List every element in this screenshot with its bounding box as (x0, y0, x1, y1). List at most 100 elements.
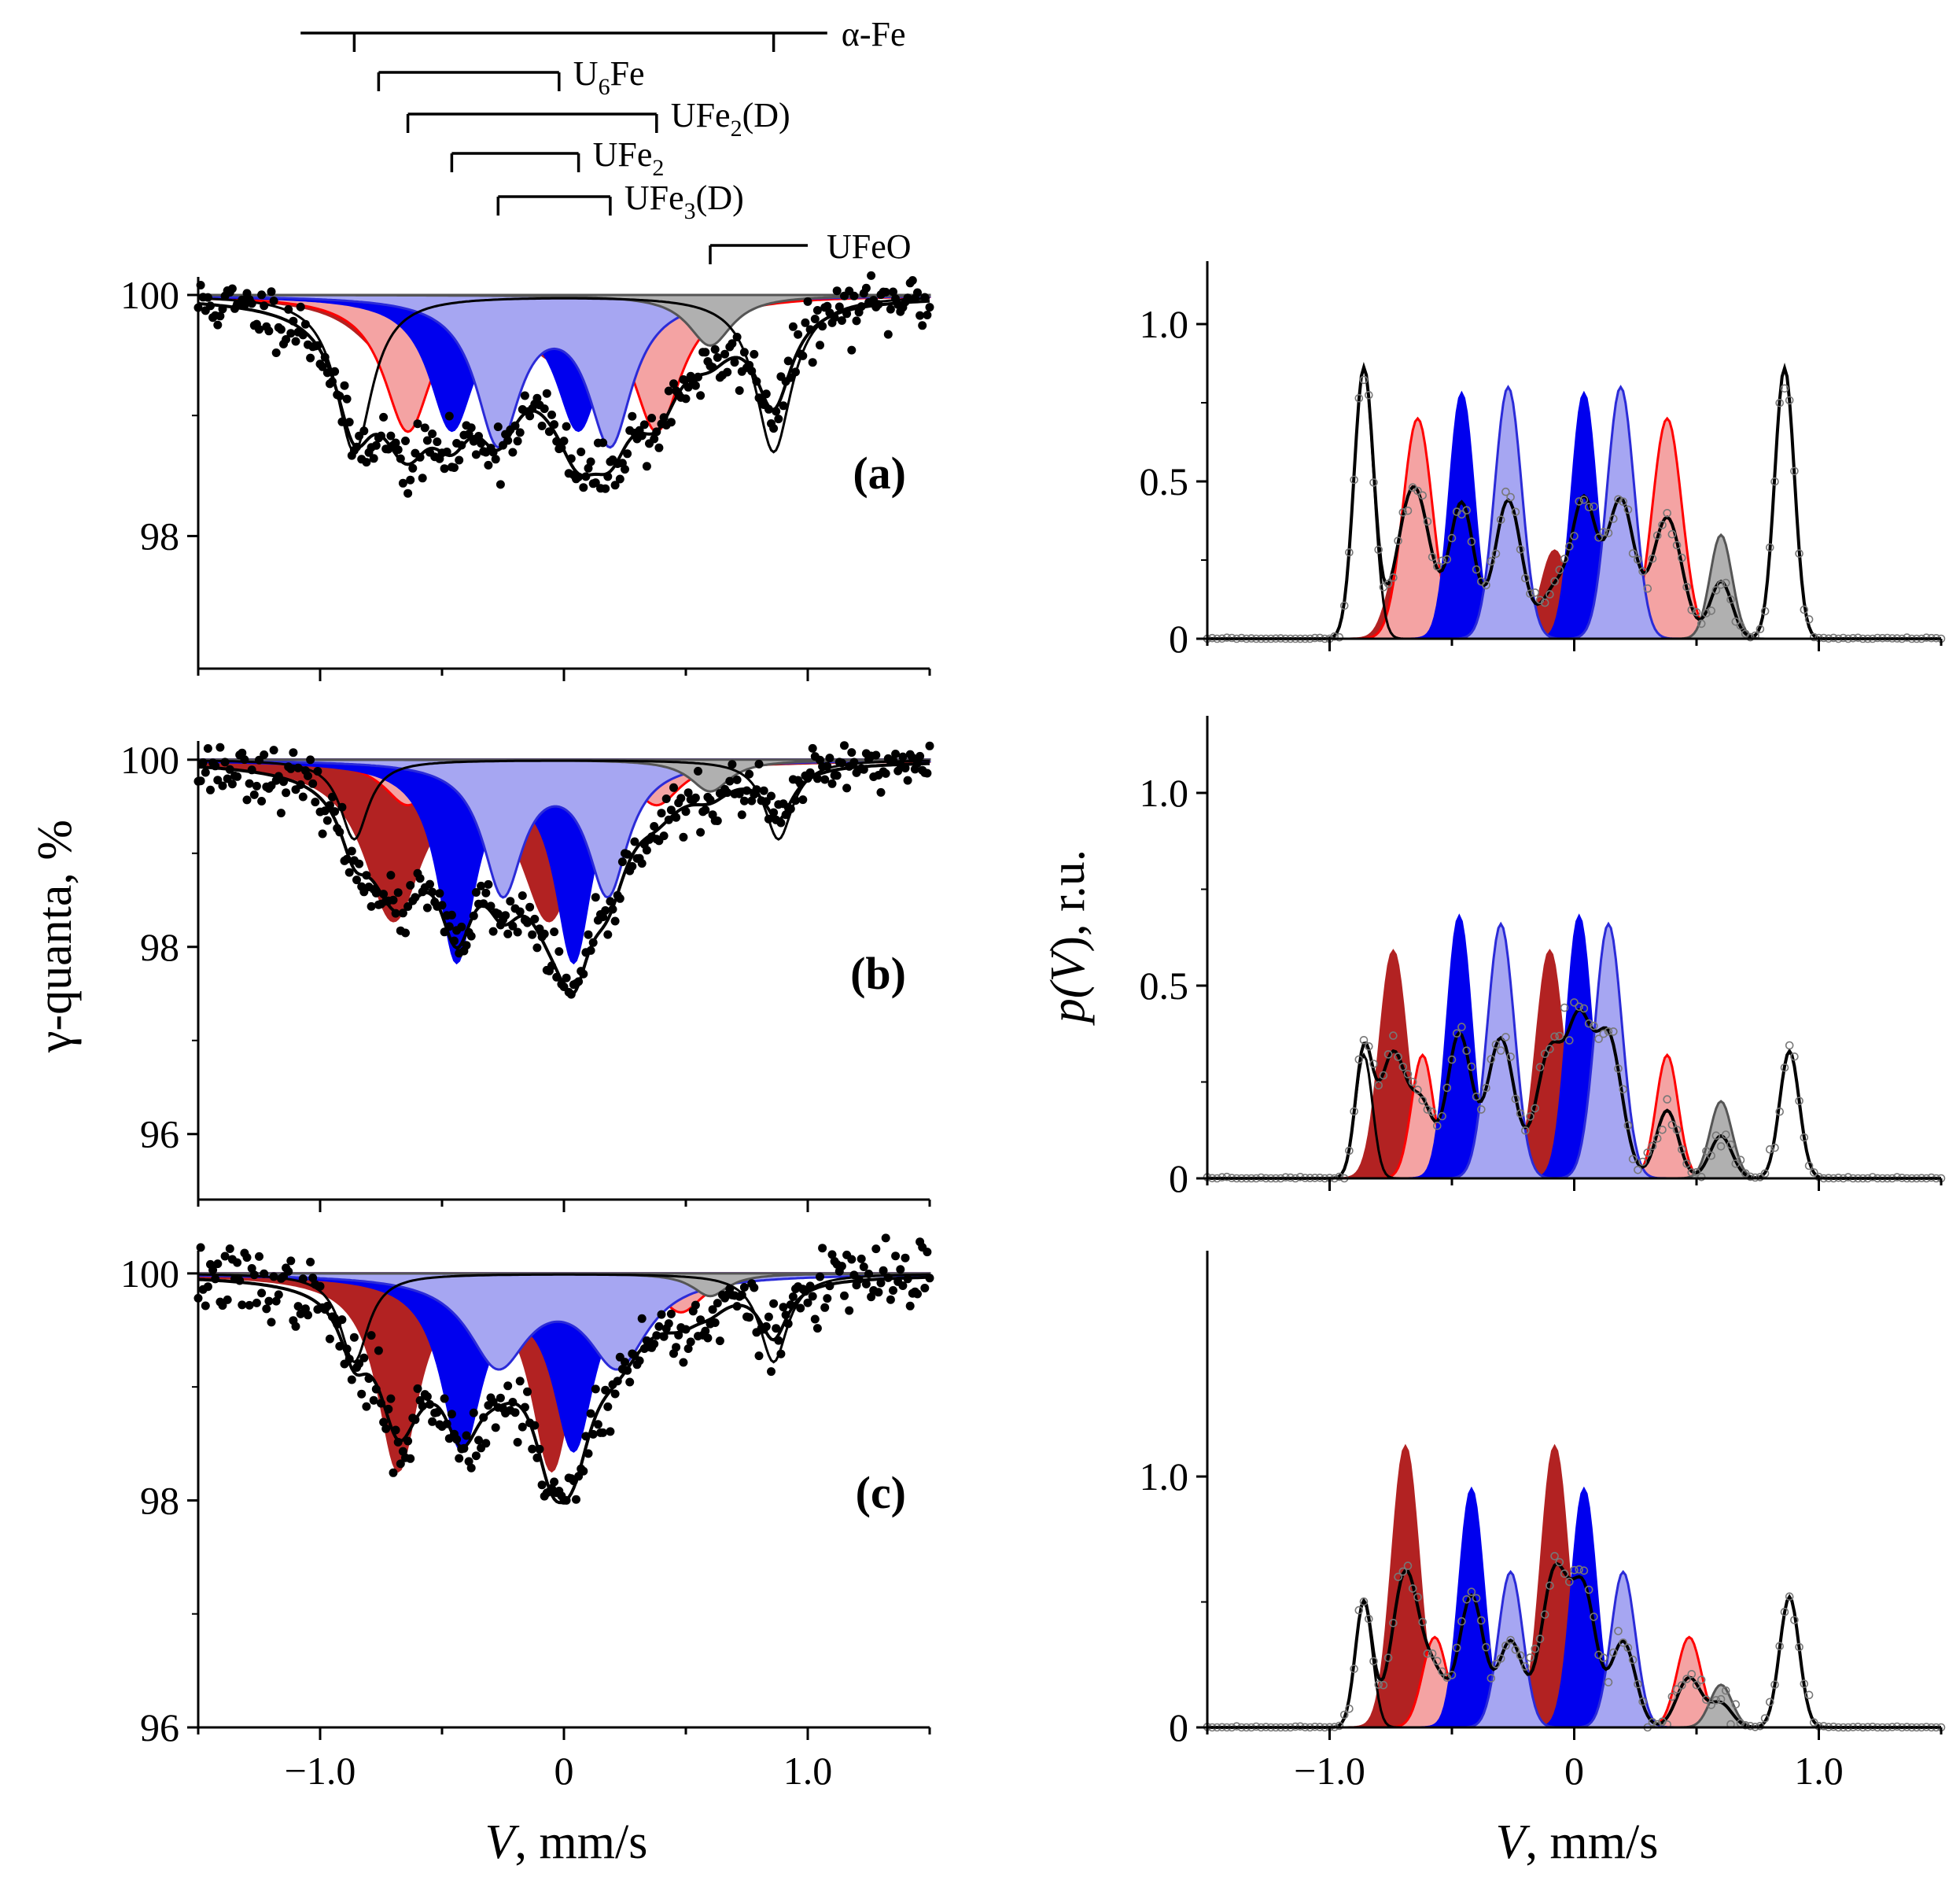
spectrum-c-data-point (530, 1421, 540, 1430)
spectrum-a-data-point (371, 441, 381, 450)
spectrum-b-data-point (871, 750, 881, 760)
distribution-a-point (1687, 606, 1697, 614)
spectrum-a-data-point (772, 407, 781, 416)
spectrum-a-data-point (440, 464, 449, 474)
distribution-b-point (1487, 1055, 1496, 1063)
spectrum-a-data-point (510, 421, 520, 430)
distribution-b-point (1599, 1029, 1608, 1038)
spectrum-b-data-point (289, 748, 298, 758)
distribution-c-x-tick-label: −1.0 (1294, 1749, 1365, 1793)
distribution-a-point (1707, 606, 1715, 615)
spectrum-b-data-point (330, 807, 340, 817)
spectrum-c-data-point (786, 1300, 795, 1310)
distribution-a-point (1628, 549, 1638, 558)
spectrum-a-data-point (227, 284, 237, 293)
spectrum-c-data-point (925, 1274, 934, 1283)
distribution-a-point (1746, 632, 1755, 642)
distribution-c-point (1345, 1705, 1354, 1713)
spectrum-c-data-point (903, 1274, 912, 1284)
distribution-c-y-tick-label: 1.0 (1140, 1454, 1189, 1498)
spectrum-b-data-point (198, 758, 208, 767)
spectrum-c-data-point (691, 1300, 700, 1310)
phase-label-main: UFeO (827, 227, 912, 266)
spectrum-b-data-point (411, 893, 420, 902)
distribution-c-point (1511, 1645, 1520, 1654)
spectrum-c-data-point (238, 1300, 247, 1310)
spectrum-a-data-point (574, 472, 584, 481)
distribution-c-point (1398, 1567, 1408, 1576)
spectrum-a-data-point (810, 315, 820, 323)
spectrum-b-data-point (913, 758, 922, 768)
spectrum-b-data-point (847, 748, 857, 758)
spectrum-b-data-point (450, 936, 459, 946)
spectrum-b-data-point (466, 931, 476, 941)
spectrum-a-data-point (488, 448, 498, 457)
spectrum-b-data-point (776, 818, 786, 828)
spectrum-c-data-point (233, 1258, 242, 1267)
spectrum-c-data-point (603, 1402, 613, 1411)
distribution-b-point (1501, 1033, 1510, 1041)
distribution-b-point (1535, 1063, 1545, 1071)
spectrum-a-data-point (666, 418, 676, 427)
distribution-b-point (1531, 1104, 1539, 1113)
spectrum-c-data-point (788, 1292, 798, 1301)
distribution-a-point (1423, 517, 1432, 526)
spectrum-a-data-point (267, 287, 276, 297)
spectrum-c-data-point (550, 1477, 559, 1487)
distribution-c-point (1423, 1649, 1432, 1658)
spectrum-b-data-point (586, 946, 595, 955)
distribution-a-point (1487, 557, 1496, 566)
spectrum-b-data-point (650, 822, 659, 831)
spectrum-c-data-point (396, 1459, 405, 1469)
spectrum-a-data-point (720, 349, 730, 359)
spectrum-c-data-point (518, 1422, 527, 1432)
distribution-b-point (1800, 1133, 1809, 1142)
spectrum-a-data-point (433, 437, 442, 447)
spectrum-b-data-point (610, 916, 620, 926)
spectrum-a-data-point (552, 437, 562, 446)
distribution-a-point (1692, 607, 1701, 617)
spectrum-c-data-point (761, 1322, 771, 1331)
distribution-a-point (1452, 507, 1461, 516)
spectrum-c-data-point (510, 1408, 520, 1417)
spectrum-b-data-point (827, 779, 837, 788)
spectrum-a-data-point (525, 411, 535, 421)
spectrum-c-data-point (913, 1289, 922, 1299)
spectrum-b-data-point (435, 889, 444, 898)
distribution-a-point (1462, 506, 1471, 515)
spectrum-c-data-point (391, 1425, 400, 1435)
spectrum-c-y-tick-label: 96 (140, 1705, 179, 1749)
spectrum-b-data-point (493, 909, 503, 919)
spectrum-c-data-point (737, 1290, 746, 1299)
spectrum-panel-a: 98 100 (a) (120, 271, 934, 681)
spectrum-b-data-point (488, 927, 498, 936)
spectrum-c-data-point (864, 1270, 873, 1278)
spectrum-c-data-point (379, 1417, 389, 1427)
spectrum-a-data-point (603, 472, 613, 481)
spectrum-c-data-point (508, 1398, 518, 1406)
spectrum-a-data-point (269, 297, 278, 305)
spectrum-c-data-point (520, 1403, 529, 1412)
distribution-b-point (1482, 1083, 1490, 1093)
spectrum-a-data-point (581, 472, 591, 481)
spectrum-b-data-point (320, 806, 330, 816)
spectrum-b-data-point (566, 990, 576, 999)
spectrum-c-data-point (623, 1366, 632, 1375)
spectrum-b-data-point (786, 804, 795, 813)
distribution-a-point (1383, 579, 1393, 588)
spectrum-b-data-point (812, 774, 822, 783)
spectrum-c-data-point (666, 1309, 676, 1318)
spectrum-c-data-point (625, 1377, 635, 1387)
spectrum-c-data-point (249, 1270, 259, 1280)
spectrum-b-data-point (742, 786, 751, 795)
spectrum-b-data-point (471, 888, 481, 897)
spectrum-b-data-point (832, 771, 842, 780)
spectrum-c-data-point (196, 1243, 205, 1252)
spectrum-a-data-point (264, 326, 274, 336)
spectrum-b-data-point (479, 899, 488, 909)
spectrum-panel-c: 96 98 100 −1.0 0 1.0 (c) (120, 1233, 934, 1793)
spectrum-b-data-point (513, 927, 522, 937)
spectrum-a-data-point (203, 293, 212, 302)
spectrum-b-data-point (683, 788, 693, 798)
spectrum-b-data-point (391, 909, 400, 918)
